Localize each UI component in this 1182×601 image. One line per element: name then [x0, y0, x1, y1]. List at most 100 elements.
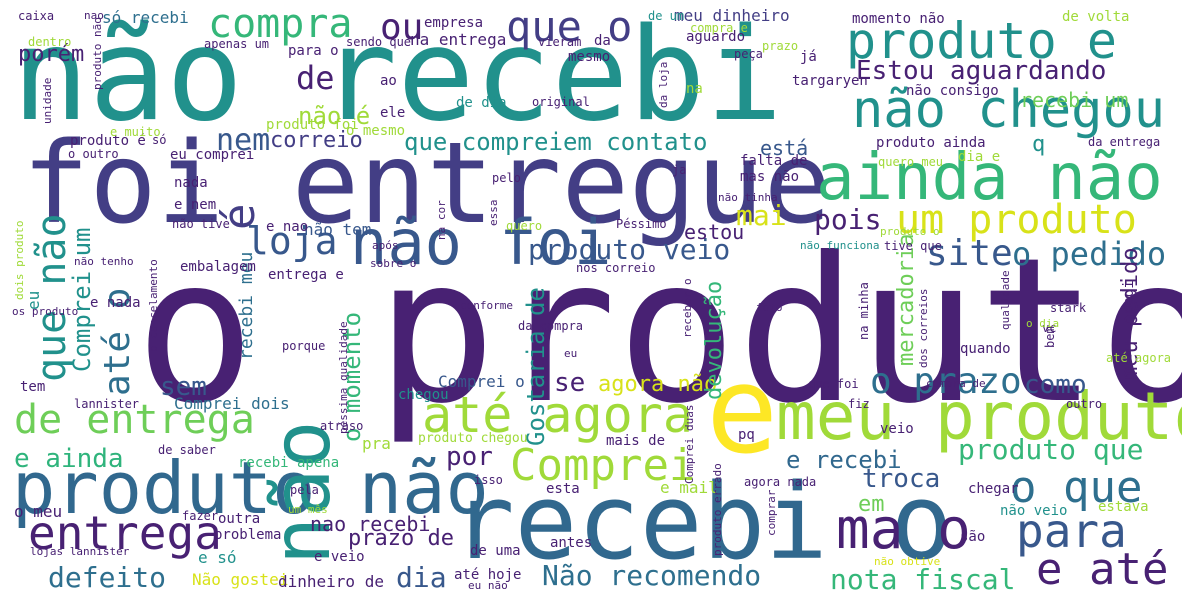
word: veio	[880, 421, 914, 437]
word: não consigo	[906, 83, 999, 99]
word: Comprei duas	[683, 404, 696, 484]
word: não tem	[304, 220, 372, 239]
word: que compreiem contato	[404, 128, 708, 156]
word: se	[554, 368, 586, 398]
word: Estou aguardando	[856, 56, 1107, 86]
word: não tenho	[74, 255, 134, 268]
word: quero meu	[878, 155, 944, 169]
word: empresa	[424, 15, 484, 31]
word: não tive	[172, 217, 230, 231]
word: na entrega	[410, 30, 507, 49]
word: produto é	[70, 133, 146, 149]
word: aguardo	[686, 29, 746, 45]
word: produto que	[958, 433, 1144, 466]
word: mercadoria	[894, 233, 919, 366]
word: não funciona	[800, 239, 880, 252]
word: nos correio	[576, 261, 656, 275]
word: agora não	[598, 372, 718, 397]
word: são	[960, 529, 986, 545]
word: estou	[684, 220, 745, 244]
word: não recebi	[12, 1, 783, 150]
word: produto chegou	[418, 431, 528, 446]
word: quando	[960, 341, 1011, 357]
word: em	[858, 492, 885, 517]
word: até agora	[1106, 351, 1172, 365]
word: porém	[18, 42, 85, 67]
word: quero	[506, 219, 543, 233]
word: compra	[208, 1, 353, 47]
word: ou	[380, 7, 424, 48]
word: pela	[290, 483, 319, 497]
word: outro	[1066, 397, 1103, 411]
word: de	[296, 59, 335, 97]
word: da	[594, 33, 611, 49]
word: sem	[160, 372, 207, 402]
word: ao	[380, 73, 397, 89]
word: o cancelamento	[147, 259, 160, 352]
word: foto	[756, 301, 783, 314]
word: pedi	[1121, 280, 1137, 314]
word: tive que	[884, 239, 942, 253]
word: e ainda	[14, 444, 124, 474]
word: problema	[214, 527, 282, 543]
word: mais de	[606, 433, 666, 449]
word: ja	[672, 163, 687, 177]
word: de entrega	[14, 397, 255, 443]
word: da entrega	[1088, 135, 1161, 149]
word: de dia	[456, 95, 507, 111]
word: defeito	[48, 561, 167, 594]
word: na cor	[435, 200, 448, 240]
word: não veio	[1000, 503, 1068, 519]
word: ma o	[836, 497, 971, 562]
word: na minha	[857, 282, 871, 340]
word: antes	[550, 535, 593, 551]
word: pois	[814, 203, 882, 236]
word: para	[1016, 504, 1127, 558]
word: tem	[20, 379, 46, 395]
word: o produto	[135, 215, 1182, 448]
word: comprar	[765, 489, 778, 536]
word: mas não	[740, 169, 800, 185]
word: agora nada	[744, 475, 817, 489]
word: caixa	[18, 9, 55, 23]
word: troca	[862, 464, 941, 494]
word: na	[686, 81, 703, 97]
word: produto o	[880, 225, 940, 238]
word: está	[760, 136, 809, 160]
word: da loja	[657, 61, 670, 108]
word: dos correios	[917, 288, 930, 368]
word: q	[1032, 132, 1046, 157]
word: dinheiro de	[278, 572, 384, 591]
word: conforme	[460, 299, 513, 312]
word: nao recebi	[310, 512, 431, 536]
word: Gostaria de	[522, 287, 550, 446]
word: recebi o	[452, 461, 953, 583]
word: stark	[1050, 301, 1087, 315]
word: nao	[84, 9, 104, 22]
word: só	[152, 133, 167, 147]
word: devolução	[702, 280, 727, 400]
word: meu produto	[776, 378, 1182, 455]
word: site	[926, 233, 1013, 274]
word: targaryen	[792, 73, 868, 89]
word: até hoje	[454, 567, 522, 583]
word: da compra	[518, 319, 584, 333]
word: loja	[246, 219, 338, 263]
word: de saber	[158, 443, 216, 457]
word: de uma	[470, 543, 521, 559]
word: apenas um	[204, 37, 270, 51]
word: sendo que	[346, 35, 412, 49]
word: unidade	[41, 77, 54, 124]
word: por	[446, 442, 493, 472]
word: entrega	[28, 506, 222, 560]
word: recebi um	[1020, 88, 1129, 112]
word: o dia	[1026, 317, 1060, 330]
word: não foi	[350, 206, 612, 279]
word: pelo	[492, 171, 521, 185]
word: produto não	[12, 446, 489, 530]
word: dia	[396, 561, 447, 594]
word: após	[372, 239, 399, 252]
word: essa	[487, 199, 500, 227]
word: nada	[174, 175, 208, 191]
